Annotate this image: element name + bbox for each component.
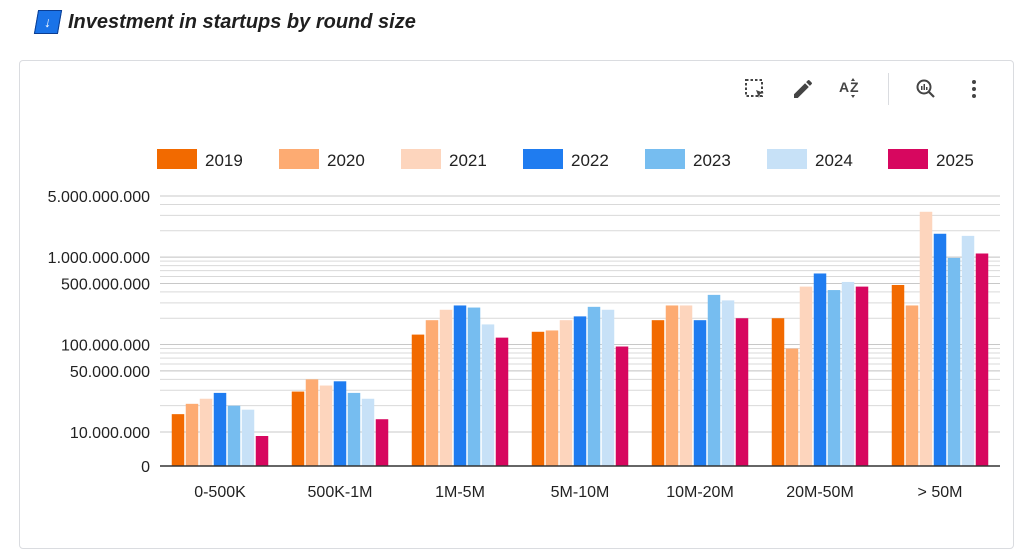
bar bbox=[333, 381, 347, 466]
y-tick-label: 10.000.000 bbox=[70, 425, 150, 442]
bar bbox=[439, 309, 453, 466]
more-vert-icon[interactable] bbox=[955, 71, 993, 107]
bar bbox=[305, 379, 319, 466]
y-tick-label: 1.000.000.000 bbox=[48, 250, 150, 267]
bar bbox=[813, 273, 827, 466]
bar bbox=[319, 385, 333, 466]
bar bbox=[799, 286, 813, 466]
x-tick-label: 20M-50M bbox=[786, 484, 854, 501]
bar bbox=[735, 318, 749, 466]
bar bbox=[425, 320, 439, 466]
bar bbox=[453, 305, 467, 466]
legend-label: 2020 bbox=[327, 151, 365, 170]
x-tick-label: 10M-20M bbox=[666, 484, 734, 501]
x-tick-label: 1M-5M bbox=[435, 484, 485, 501]
x-tick-label: > 50M bbox=[918, 484, 963, 501]
x-tick-label: 0-500K bbox=[194, 484, 246, 501]
bar bbox=[467, 307, 481, 466]
bar bbox=[651, 320, 665, 466]
bar bbox=[171, 414, 185, 466]
bar bbox=[255, 436, 269, 466]
legend-label: 2019 bbox=[205, 151, 243, 170]
bar bbox=[361, 398, 375, 466]
bar bbox=[227, 405, 241, 466]
bar bbox=[573, 316, 587, 466]
bar bbox=[615, 346, 629, 466]
svg-text:A: A bbox=[839, 79, 849, 95]
x-tick-label: 5M-10M bbox=[551, 484, 610, 501]
x-tick-label: 500K-1M bbox=[308, 484, 373, 501]
bar bbox=[975, 253, 989, 466]
bar bbox=[411, 334, 425, 466]
chart-title: Investment in startups by round size bbox=[68, 10, 416, 33]
bar bbox=[693, 320, 707, 466]
bar bbox=[841, 281, 855, 466]
svg-text:Z: Z bbox=[850, 79, 859, 95]
bar bbox=[531, 331, 545, 466]
y-tick-label: 100.000.000 bbox=[61, 338, 150, 355]
y-tick-label: 500.000.000 bbox=[61, 276, 150, 293]
bar bbox=[919, 211, 933, 466]
bar bbox=[947, 257, 961, 466]
bar bbox=[241, 409, 255, 466]
legend-label: 2021 bbox=[449, 151, 487, 170]
bar bbox=[827, 290, 841, 466]
y-tick-label: 50.000.000 bbox=[70, 364, 150, 381]
explore-chart-icon[interactable] bbox=[907, 71, 945, 107]
legend-label: 2023 bbox=[693, 151, 731, 170]
legend-label: 2022 bbox=[571, 151, 609, 170]
legend-swatch bbox=[645, 149, 685, 169]
toolbar-divider bbox=[888, 73, 889, 105]
y-tick-label: 0 bbox=[141, 459, 150, 476]
legend-swatch bbox=[401, 149, 441, 169]
legend-swatch bbox=[523, 149, 563, 169]
chart-title-bar: ↓ Investment in startups by round size bbox=[33, 8, 416, 36]
bar bbox=[481, 324, 495, 466]
bar bbox=[587, 306, 601, 466]
bar bbox=[185, 403, 199, 466]
bar bbox=[679, 305, 693, 466]
legend-swatch bbox=[767, 149, 807, 169]
legend-swatch bbox=[279, 149, 319, 169]
legend-swatch bbox=[157, 149, 197, 169]
legend-label: 2024 bbox=[815, 151, 853, 170]
bar bbox=[707, 294, 721, 466]
bar bbox=[559, 320, 573, 466]
bar bbox=[891, 284, 905, 466]
bar bbox=[291, 391, 305, 466]
bar bbox=[347, 392, 361, 466]
bar bbox=[785, 348, 799, 466]
chart-toolbar: A Z bbox=[736, 71, 993, 107]
legend-label: 2025 bbox=[936, 151, 974, 170]
bar bbox=[961, 235, 975, 466]
bar bbox=[665, 305, 679, 466]
bar bbox=[601, 309, 615, 466]
y-tick-label: 5.000.000.000 bbox=[48, 189, 150, 206]
bar bbox=[855, 286, 869, 466]
select-area-icon[interactable] bbox=[736, 71, 774, 107]
bar bbox=[721, 300, 735, 466]
edit-pencil-icon[interactable] bbox=[784, 71, 822, 107]
bar bbox=[375, 419, 389, 466]
legend-swatch bbox=[888, 149, 928, 169]
bar bbox=[495, 337, 509, 466]
bar bbox=[199, 398, 213, 466]
bar bbox=[905, 305, 919, 466]
bar bbox=[213, 392, 227, 466]
sort-az-icon[interactable]: A Z bbox=[832, 71, 870, 107]
bar bbox=[771, 318, 785, 466]
bar bbox=[545, 330, 559, 466]
bar bbox=[933, 233, 947, 466]
